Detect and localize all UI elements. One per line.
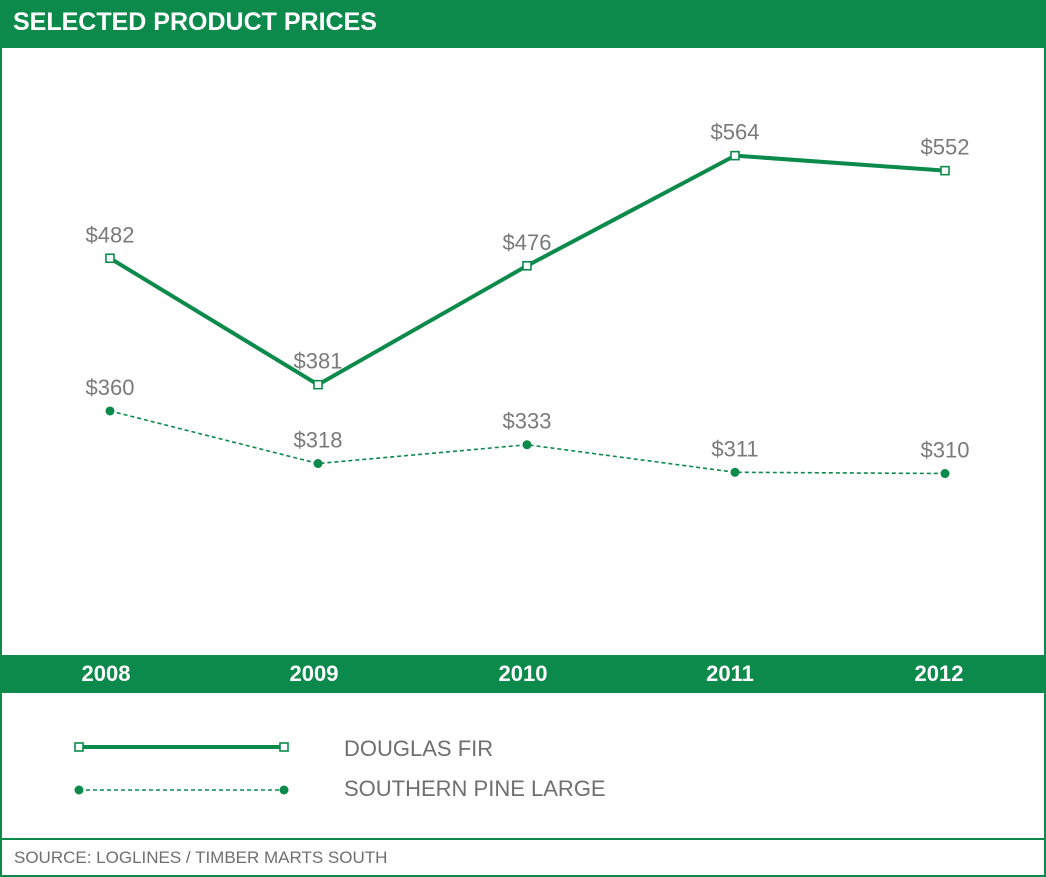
data-point-southern-pine xyxy=(105,406,115,416)
chart-title: SELECTED PRODUCT PRICES xyxy=(13,8,377,36)
x-tick-label: 2012 xyxy=(914,661,964,686)
legend-marker-southern-pine xyxy=(279,785,289,795)
footer-divider xyxy=(0,838,1046,840)
data-label: $310 xyxy=(921,438,970,463)
title-bar: SELECTED PRODUCT PRICES xyxy=(0,0,1046,48)
legend-marker-southern-pine xyxy=(74,785,84,795)
data-point-douglas-fir xyxy=(105,253,115,264)
data-label: $476 xyxy=(503,230,552,255)
data-point-southern-pine xyxy=(730,467,740,477)
data-point-southern-pine xyxy=(522,440,532,450)
legend-label-douglas-fir: DOUGLAS FIR xyxy=(344,736,494,761)
data-label: $381 xyxy=(294,349,343,374)
data-point-douglas-fir xyxy=(522,260,532,271)
x-tick-label: 2009 xyxy=(289,661,339,686)
data-label: $482 xyxy=(86,222,135,247)
data-label: $564 xyxy=(711,120,760,145)
data-label: $311 xyxy=(711,436,758,461)
source-note: SOURCE: LOGLINES / TIMBER MARTS SOUTH xyxy=(14,848,388,867)
legend-marker-douglas-fir xyxy=(279,742,289,752)
data-point-douglas-fir xyxy=(313,379,323,390)
data-label: $552 xyxy=(921,135,970,160)
data-point-douglas-fir xyxy=(730,150,740,161)
data-label: $360 xyxy=(86,375,135,400)
x-tick-label: 2011 xyxy=(706,661,754,686)
x-axis-bar: 2008 2009 2010 2011 2012 xyxy=(0,655,1046,693)
legend-marker-douglas-fir xyxy=(74,742,84,752)
data-point-southern-pine xyxy=(313,459,323,469)
data-label: $333 xyxy=(503,409,552,434)
data-point-douglas-fir xyxy=(940,165,950,176)
data-label: $318 xyxy=(294,428,343,453)
x-tick-label: 2010 xyxy=(498,661,548,686)
data-point-southern-pine xyxy=(940,469,950,479)
x-tick-label: 2008 xyxy=(81,661,131,686)
legend-label-southern-pine: SOUTHERN PINE LARGE xyxy=(344,776,606,801)
series-line-southern-pine xyxy=(109,410,946,475)
